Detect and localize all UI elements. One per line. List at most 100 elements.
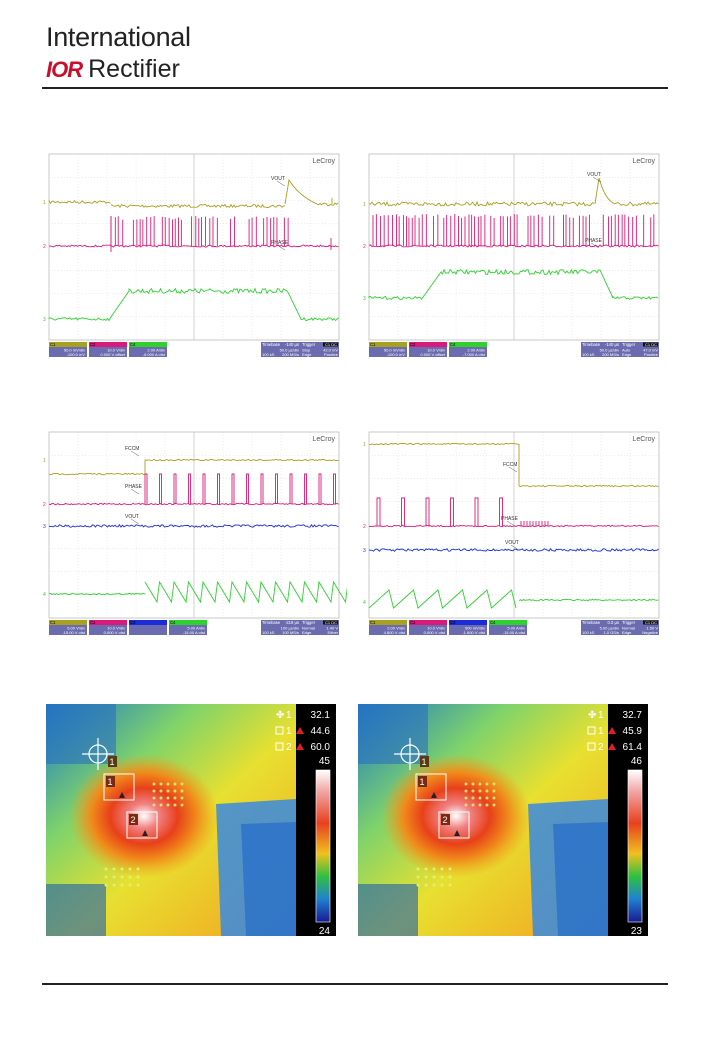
vdiv-value: 10.0 V/div: [427, 626, 445, 631]
scope-trace: [48, 216, 339, 252]
trigger-slope: Positive: [644, 352, 659, 357]
trace-label: PHASE: [125, 484, 143, 490]
vdiv-value: 5.00 A/div: [507, 626, 525, 631]
trigger-level: 47.0 mV: [643, 348, 658, 353]
scope-trace: [368, 497, 659, 528]
scope-trace: [48, 580, 347, 604]
trigger-slope: Negative: [642, 630, 659, 635]
readout-value: 61.4: [623, 742, 643, 753]
trace-label: VOUT: [271, 176, 285, 182]
crosshair-icon: ✤: [588, 710, 596, 721]
marker-label: 2: [131, 815, 136, 825]
trigger-mode: Stop: [302, 348, 311, 353]
lecroy-brand: LeCroy: [312, 436, 335, 443]
color-scale-bar: [315, 769, 331, 923]
scale-max: 45: [319, 756, 331, 767]
readout-label: 1: [598, 726, 604, 737]
offset-value: -1.600 V ofst: [462, 630, 486, 635]
brand-line2-wrap: IOR Rectifier: [46, 55, 180, 84]
scope-trace: [368, 214, 659, 248]
readout-label: 1: [286, 726, 292, 737]
header-rule: [42, 87, 668, 89]
channel-tag: C1: [370, 342, 376, 347]
timebase-delay: -219 µs: [285, 620, 299, 625]
channel-marker: 1: [363, 442, 366, 448]
trigger-label: Trigger: [302, 342, 316, 347]
channel-marker: 3: [43, 317, 46, 323]
box-marker-icon: [275, 742, 284, 751]
vdiv-value: 50.0 mV/div: [64, 348, 85, 353]
scope-trace: [48, 287, 339, 322]
channel-marker: 1: [363, 202, 366, 208]
channel-marker: 3: [363, 548, 366, 554]
timebase-delay: 0.0 µs: [608, 620, 620, 625]
offset-value: 0.000 V ofst: [104, 630, 126, 635]
scale-min: 23: [631, 926, 643, 936]
vdiv-value: 2.00 A/div: [467, 348, 485, 353]
timebase-scale: 5.00 µs/div: [600, 626, 619, 631]
marker-label: 1: [108, 777, 113, 787]
channel-tag: C4: [170, 620, 176, 625]
trigger-source: C1 DC: [645, 620, 657, 625]
channel-marker: 2: [363, 244, 366, 250]
trigger-type: Edge: [302, 352, 312, 357]
readout-label: 2: [286, 742, 292, 753]
trigger-mode: Normal: [622, 626, 635, 631]
lecroy-brand: LeCroy: [632, 158, 655, 165]
trigger-label: Trigger: [622, 342, 636, 347]
scope-status-bar: C1 5.00 V/div-15.00 V ofst C2 10.0 V/div0.0…: [49, 620, 339, 635]
timebase-samples: 100 kS: [262, 352, 275, 357]
thermal-2: ✤ 1 32.7 1 45.9 2 61.4 46 23 1 1 2: [358, 704, 648, 936]
marker-label: 1: [110, 757, 115, 767]
vdiv-value: 5.00 A/div: [187, 626, 205, 631]
vdiv-value: 10.0 V/div: [107, 626, 125, 631]
marker-label: 2: [443, 815, 448, 825]
trigger-mode: Auto: [622, 348, 631, 353]
scale-min: 24: [319, 926, 331, 936]
vdiv-value: 10.0 V/div: [427, 348, 445, 353]
measure-box: [415, 773, 447, 801]
trace-label: VOUT: [125, 514, 139, 520]
measure-box: [126, 811, 158, 839]
trace-label: PHASE: [585, 238, 603, 244]
readout-label: 1: [598, 710, 604, 721]
max-triangle-icon: [608, 727, 616, 734]
channel-marker: 1: [43, 200, 46, 206]
offset-value: -100.0 mV: [387, 352, 406, 357]
box-marker-icon: [275, 726, 284, 735]
scope-trace: [48, 473, 339, 506]
scope-status-bar: C1 50.0 mV/div-100.0 mV C2 10.0 V/div0.000 …: [49, 342, 339, 357]
crosshair-icon: ✤: [276, 710, 284, 721]
timebase-label: Timebase: [582, 620, 601, 625]
channel-tag: C1: [370, 620, 376, 625]
channel-marker: 3: [363, 296, 366, 302]
readout-value: 32.7: [623, 710, 643, 721]
readout-value: 60.0: [311, 742, 331, 753]
offset-value: -100.0 mV: [67, 352, 86, 357]
max-triangle-icon: [608, 743, 616, 750]
scope-2: LeCroy VOUT PHASE 1 2 3 C1 50.0 mV/div -100.0 mV…: [361, 150, 667, 358]
vdiv-value: 10.0 V/div: [107, 348, 125, 353]
offset-value: 4.800 V ofst: [384, 630, 406, 635]
vdiv-value: 2.00 A/div: [147, 348, 165, 353]
max-triangle-icon: [296, 743, 304, 750]
scope-3: LeCroy FCCM PHASE VOUT 1 2 3 4 C1 5.00 V/div -15.0…: [41, 428, 347, 636]
offset-value: 0.000 V offset: [100, 352, 126, 357]
trace-label: FCCM: [125, 446, 139, 452]
ir-logo-mark: IOR: [46, 57, 83, 82]
channel-marker: 2: [43, 244, 46, 250]
channel-tag: C1: [50, 620, 56, 625]
channel-tag: C4: [450, 342, 456, 347]
scope-trace: [368, 548, 659, 552]
trace-label: VOUT: [587, 172, 601, 178]
trigger-label: Trigger: [302, 620, 316, 625]
channel-marker: 1: [43, 458, 46, 464]
scope-4: LeCroy FCCM PHASE VOUT 1 2 3 4 C1 2.00 V/div 4.800…: [361, 428, 667, 636]
channel-tag: C2: [90, 342, 96, 347]
vdiv-value: 500 mV/div: [465, 626, 485, 631]
marker-label: 1: [420, 777, 425, 787]
vdiv-value: 2.00 V/div: [387, 626, 405, 631]
trigger-mode: Normal: [302, 626, 315, 631]
trigger-slope: Positive: [324, 352, 339, 357]
